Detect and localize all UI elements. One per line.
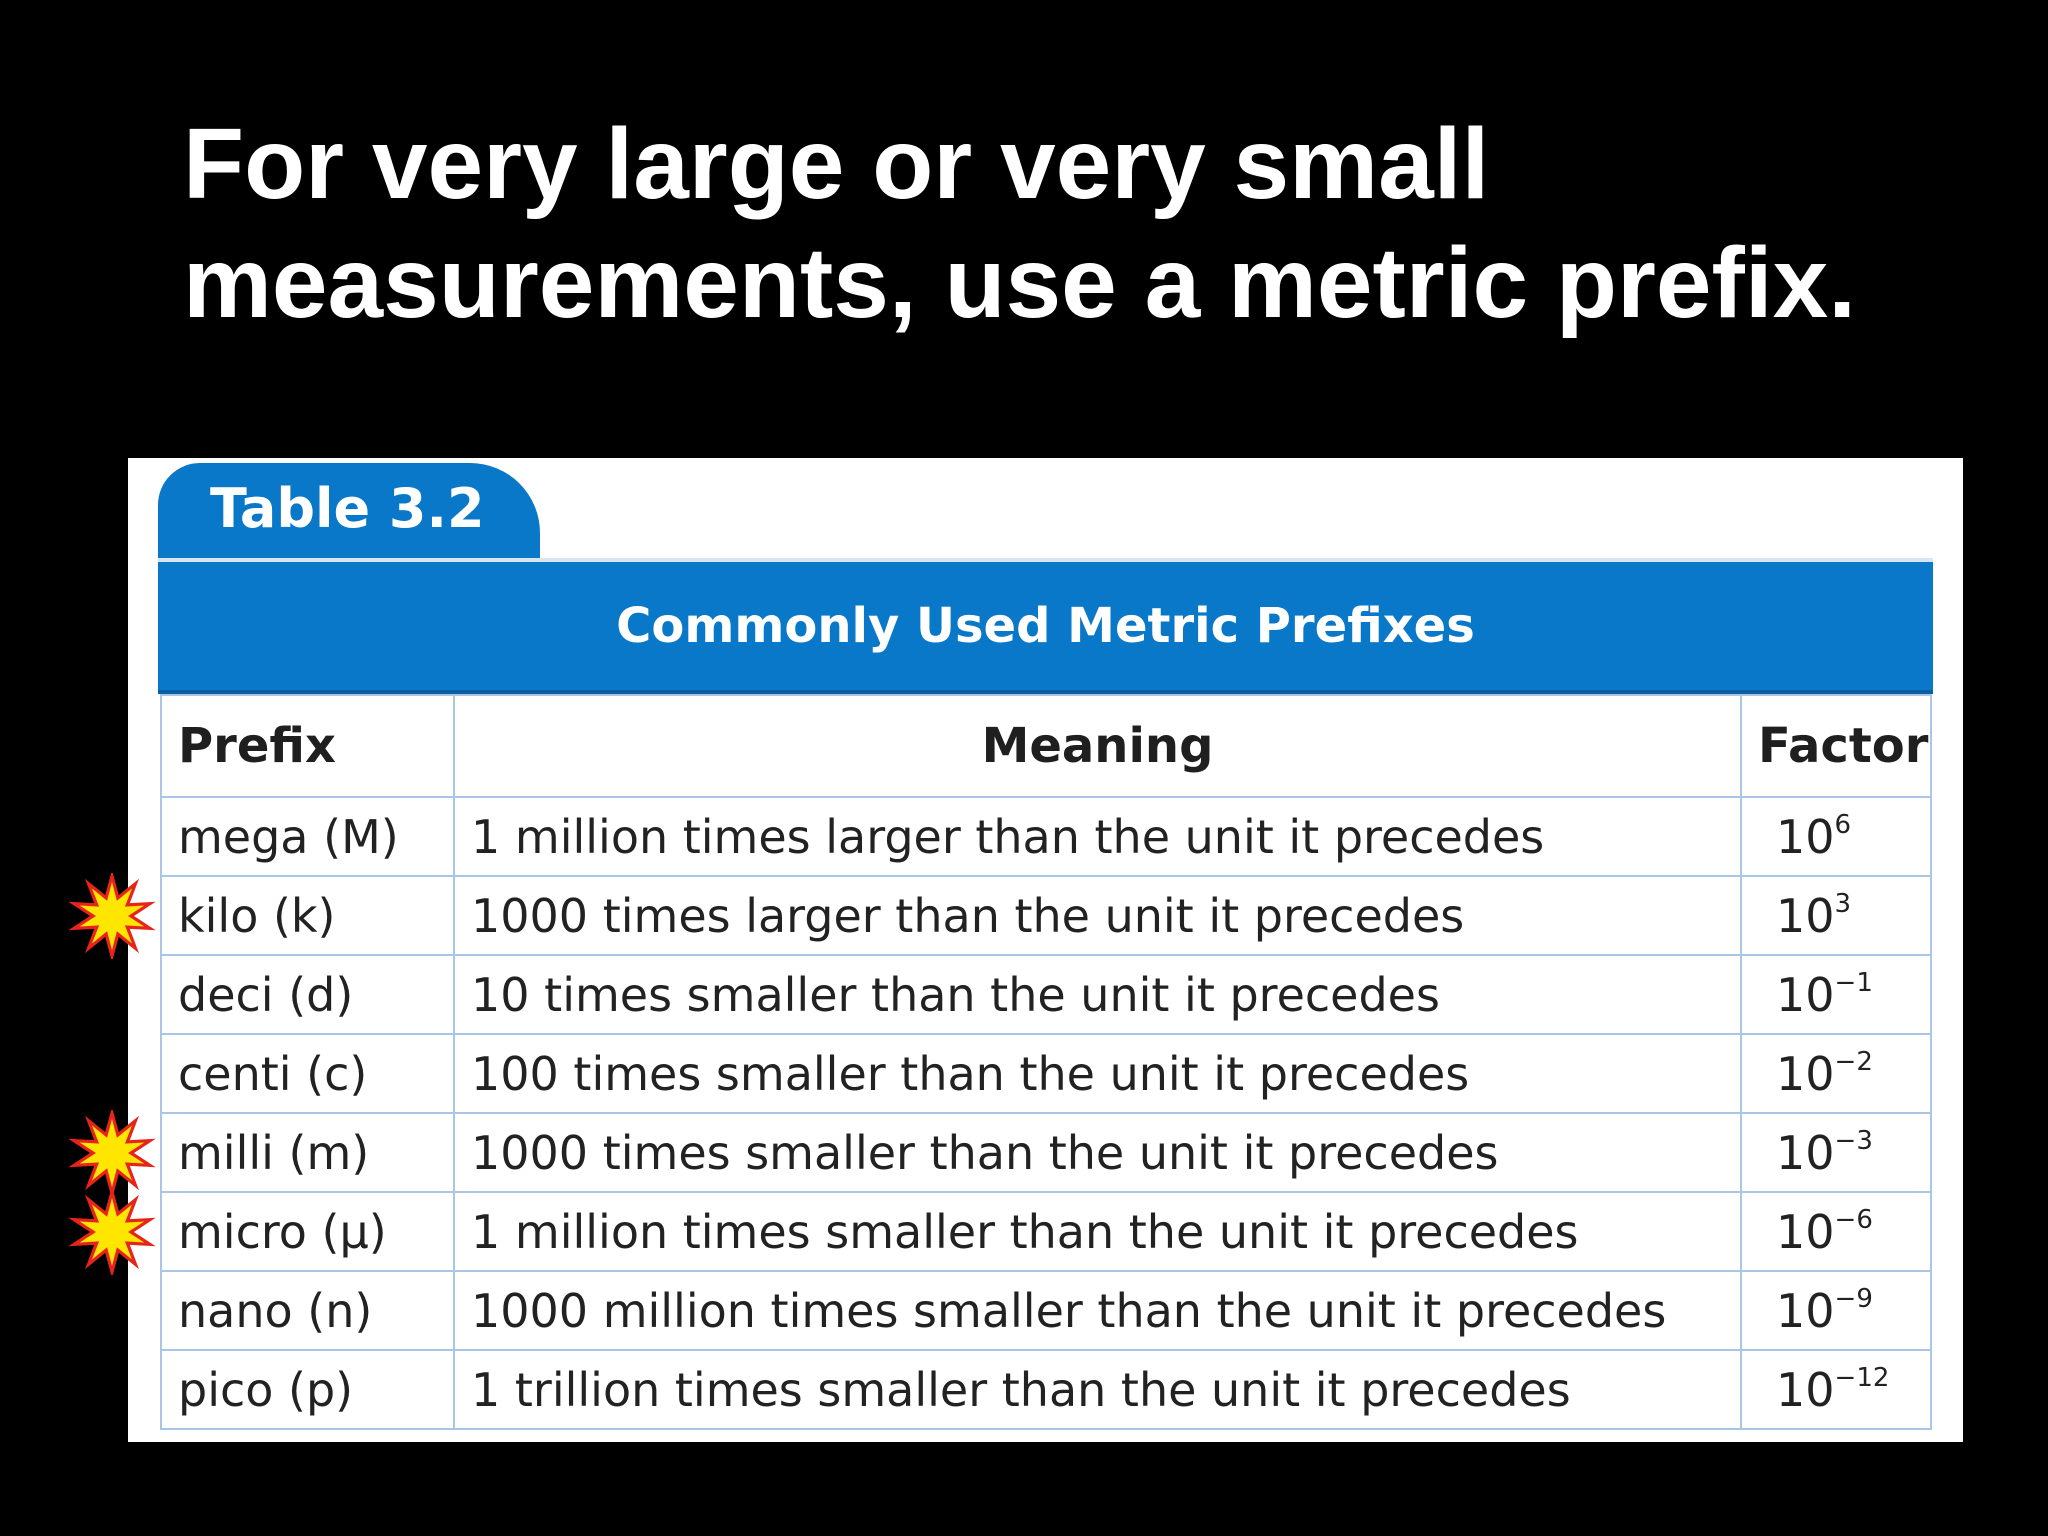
meaning-cell: 1000 million times smaller than the unit… [453,1270,1742,1351]
header-meaning: Meaning [453,694,1742,798]
slide-title-line-2: measurements, use a metric prefix. [183,227,1856,339]
factor-base: 10 [1776,809,1835,864]
meaning-cell: 1000 times larger than the unit it prece… [453,875,1742,956]
factor-cell: 10−9 [1740,1270,1932,1351]
table-header-row: Prefix Meaning Factor [160,694,1932,798]
meaning-cell: 10 times smaller than the unit it preced… [453,954,1742,1035]
table-row: mega (M) 1 million times larger than the … [160,796,1932,877]
factor-base: 10 [1776,967,1835,1022]
meaning-cell: 1000 times smaller than the unit it prec… [453,1112,1742,1193]
factor-cell: 10−1 [1740,954,1932,1035]
factor-exponent: −12 [1834,1362,1890,1393]
prefix-cell: centi (c) [160,1033,455,1114]
factor-exponent: 3 [1834,888,1852,919]
meaning-cell: 100 times smaller than the unit it prece… [453,1033,1742,1114]
prefix-cell: pico (p) [160,1349,455,1430]
meaning-cell: 1 trillion times smaller than the unit i… [453,1349,1742,1430]
factor-base: 10 [1776,888,1835,943]
factor-base: 10 [1776,1204,1835,1259]
factor-base: 10 [1776,1125,1835,1180]
factor-exponent: 6 [1834,809,1852,840]
prefix-cell: nano (n) [160,1270,455,1351]
header-factor: Factor [1740,694,1932,798]
header-prefix: Prefix [160,694,455,798]
metric-prefix-table: Prefix Meaning Factor mega (M) 1 million … [160,694,1932,1430]
slide-title-line-1: For very large or very small [183,108,1490,220]
factor-cell: 10−12 [1740,1349,1932,1430]
explosion-star-icon [68,1109,156,1196]
prefix-cell: milli (m) [160,1112,455,1193]
explosion-star-icon [68,872,156,959]
table-row: deci (d) 10 times smaller than the unit i… [160,954,1932,1035]
slide-title: For very large or very small measurement… [183,105,1983,343]
meaning-cell: 1 million times smaller than the unit it… [453,1191,1742,1272]
factor-exponent: −1 [1834,967,1873,998]
explosion-star-icon [68,1188,156,1275]
table-row: micro (μ) 1 million times smaller than th… [160,1191,1932,1272]
factor-base: 10 [1776,1046,1835,1101]
table-row: pico (p) 1 trillion times smaller than th… [160,1349,1932,1430]
factor-exponent: −3 [1834,1125,1873,1156]
factor-cell: 10−6 [1740,1191,1932,1272]
factor-cell: 106 [1740,796,1932,877]
factor-base: 10 [1776,1362,1835,1417]
meaning-cell: 1 million times larger than the unit it … [453,796,1742,877]
factor-exponent: −6 [1834,1204,1873,1235]
table-title-banner: Commonly Used Metric Prefixes [158,558,1933,690]
factor-cell: 10−2 [1740,1033,1932,1114]
factor-base: 10 [1776,1283,1835,1338]
banner-divider [158,690,1933,694]
table-row: milli (m) 1000 times smaller than the uni… [160,1112,1932,1193]
factor-cell: 10−3 [1740,1112,1932,1193]
prefix-cell: micro (μ) [160,1191,455,1272]
factor-exponent: −9 [1834,1283,1873,1314]
prefix-cell: mega (M) [160,796,455,877]
prefix-cell: deci (d) [160,954,455,1035]
factor-exponent: −2 [1834,1046,1873,1077]
table-number-tab: Table 3.2 [158,463,540,561]
table-row: kilo (k) 1000 times larger than the unit … [160,875,1932,956]
factor-cell: 103 [1740,875,1932,956]
prefix-cell: kilo (k) [160,875,455,956]
table-row: nano (n) 1000 million times smaller than … [160,1270,1932,1351]
table-row: centi (c) 100 times smaller than the unit… [160,1033,1932,1114]
